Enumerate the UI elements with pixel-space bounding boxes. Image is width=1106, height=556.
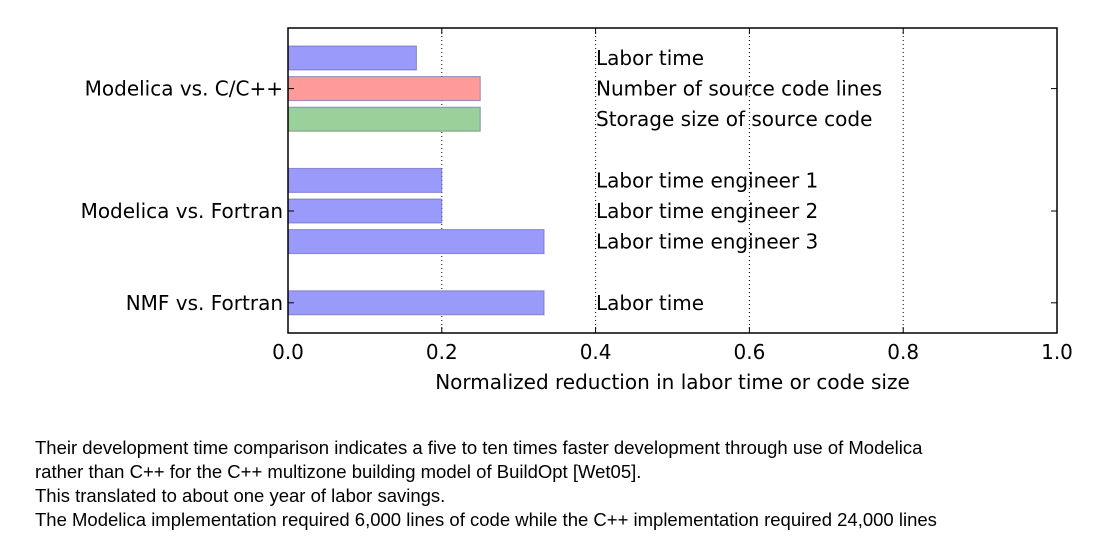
bar-label: Labor time engineer 2 (596, 199, 818, 223)
bar (287, 45, 417, 71)
x-tick-label: 0.6 (733, 340, 765, 364)
x-tick-label: 0.8 (887, 340, 919, 364)
group-label: Modelica vs. C/C++ (85, 77, 283, 101)
bar (287, 76, 481, 102)
x-tick-label: 1.0 (1041, 340, 1073, 364)
bar-label: Storage size of source code (596, 107, 872, 131)
bar-label: Labor time (596, 291, 704, 315)
bar (287, 229, 545, 255)
x-tick-label: 0.0 (272, 340, 304, 364)
bar-label: Labor time (596, 46, 704, 70)
bar-label: Number of source code lines (596, 77, 882, 101)
bar-label: Labor time engineer 1 (596, 168, 818, 192)
bars (287, 45, 545, 316)
bar (287, 290, 545, 316)
x-axis-label: Normalized reduction in labor time or co… (435, 370, 910, 394)
caption-line: Their development time comparison indica… (35, 437, 923, 458)
bar-labels: Labor time Number of source code lines Sto… (596, 46, 882, 315)
group-label: NMF vs. Fortran (126, 291, 283, 315)
bar (287, 198, 443, 224)
caption-line: This translated to about one year of lab… (35, 485, 446, 506)
bar (287, 106, 481, 132)
bar-chart: 0.0 0.2 0.4 0.6 0.8 1.0 Labor time Number of s… (81, 27, 1073, 394)
x-tick-label: 0.4 (580, 340, 612, 364)
caption-line: The Modelica implementation required 6,0… (35, 509, 937, 530)
x-axis-ticks: 0.0 0.2 0.4 0.6 0.8 1.0 (272, 28, 1073, 364)
bar (287, 167, 443, 193)
bar-label: Labor time engineer 3 (596, 230, 818, 254)
caption-line: rather than C++ for the C++ multizone bu… (35, 461, 642, 482)
group-labels: Modelica vs. C/C++ Modelica vs. Fortran NM… (81, 77, 1057, 315)
caption: Their development time comparison indica… (35, 436, 1095, 532)
group-label: Modelica vs. Fortran (81, 199, 283, 223)
x-tick-label: 0.2 (426, 340, 458, 364)
plot-frame (287, 27, 1058, 334)
